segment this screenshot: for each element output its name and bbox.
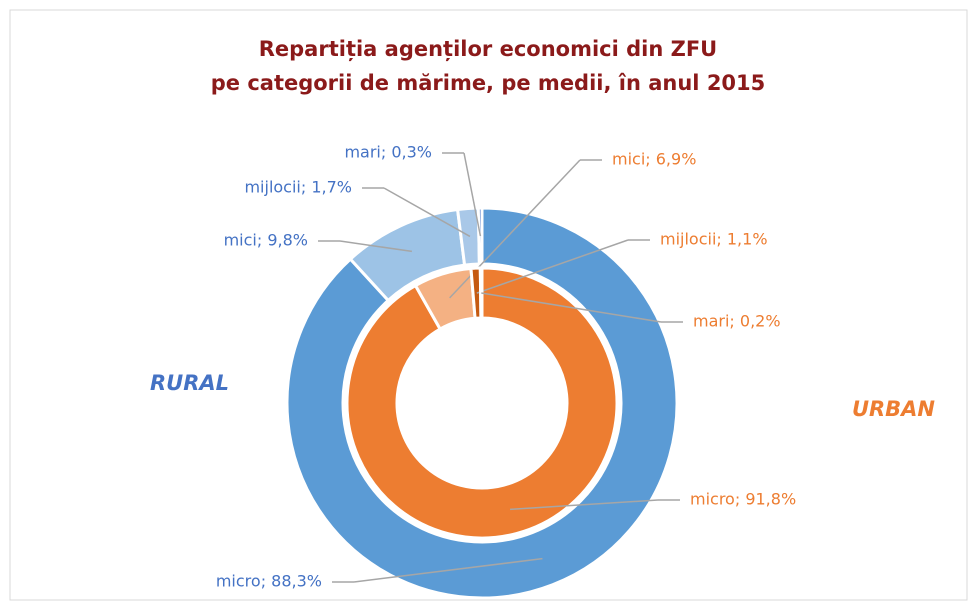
leader-line bbox=[509, 499, 659, 511]
chart-title: Repartiția agenților economici din ZFU bbox=[259, 37, 718, 62]
leader-line bbox=[476, 239, 629, 294]
data-label: mari; 0,2% bbox=[693, 312, 781, 331]
data-label: micro; 88,3% bbox=[216, 572, 322, 591]
series-label: RURAL bbox=[150, 371, 229, 395]
data-label: mijlocii; 1,1% bbox=[660, 230, 768, 249]
data-label: mijlocii; 1,7% bbox=[244, 178, 352, 197]
leader-line bbox=[339, 240, 413, 253]
data-label: mari; 0,3% bbox=[344, 143, 432, 162]
data-label: mici; 9,8% bbox=[224, 231, 308, 250]
series-label: URBAN bbox=[852, 397, 935, 421]
data-label: mici; 6,9% bbox=[612, 150, 696, 169]
donut-slice bbox=[478, 266, 484, 320]
leader-line bbox=[481, 292, 662, 323]
leader-line bbox=[383, 187, 471, 238]
leader-line bbox=[463, 152, 482, 237]
donut-slice bbox=[285, 206, 679, 600]
chart-title: pe categorii de mărime, pe medii, în anu… bbox=[211, 71, 766, 95]
data-label: micro; 91,8% bbox=[690, 490, 796, 509]
donut-slice bbox=[345, 266, 619, 540]
leader-line bbox=[353, 557, 543, 583]
